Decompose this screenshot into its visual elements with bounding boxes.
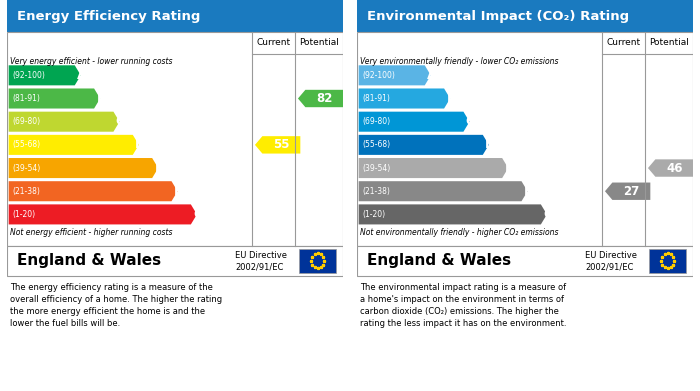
Polygon shape bbox=[358, 135, 489, 155]
Polygon shape bbox=[255, 136, 300, 154]
Polygon shape bbox=[298, 90, 343, 107]
Text: A: A bbox=[427, 69, 437, 82]
Bar bbox=[357, 0, 693, 32]
Text: Not environmentally friendly - higher CO₂ emissions: Not environmentally friendly - higher CO… bbox=[360, 228, 559, 237]
Text: (81-91): (81-91) bbox=[362, 94, 390, 103]
Text: B: B bbox=[97, 92, 106, 105]
Polygon shape bbox=[605, 183, 650, 200]
Text: 55: 55 bbox=[273, 138, 290, 151]
Text: (69-80): (69-80) bbox=[362, 117, 390, 126]
Text: Very environmentally friendly - lower CO₂ emissions: Very environmentally friendly - lower CO… bbox=[360, 57, 559, 66]
Polygon shape bbox=[358, 88, 450, 109]
Text: B: B bbox=[447, 92, 456, 105]
Text: Current: Current bbox=[607, 38, 640, 47]
Polygon shape bbox=[358, 65, 430, 85]
Text: The environmental impact rating is a measure of
a home's impact on the environme: The environmental impact rating is a mea… bbox=[360, 283, 567, 328]
Text: A: A bbox=[77, 69, 87, 82]
Polygon shape bbox=[358, 204, 547, 224]
Text: Potential: Potential bbox=[299, 38, 339, 47]
Polygon shape bbox=[648, 160, 693, 177]
Text: (21-38): (21-38) bbox=[12, 187, 40, 196]
Polygon shape bbox=[8, 181, 178, 201]
Text: England & Wales: England & Wales bbox=[367, 253, 511, 269]
Text: C: C bbox=[116, 115, 125, 128]
Text: EU Directive
2002/91/EC: EU Directive 2002/91/EC bbox=[585, 251, 638, 271]
Text: (92-100): (92-100) bbox=[362, 71, 395, 80]
Text: Very energy efficient - lower running costs: Very energy efficient - lower running co… bbox=[10, 57, 173, 66]
Text: 82: 82 bbox=[316, 92, 332, 105]
Polygon shape bbox=[8, 204, 197, 224]
Text: Potential: Potential bbox=[649, 38, 689, 47]
Polygon shape bbox=[8, 112, 120, 132]
Polygon shape bbox=[8, 135, 139, 155]
Text: F: F bbox=[524, 185, 533, 198]
Text: F: F bbox=[174, 185, 183, 198]
Text: (55-68): (55-68) bbox=[362, 140, 390, 149]
Text: C: C bbox=[466, 115, 475, 128]
Polygon shape bbox=[8, 158, 158, 178]
Text: (92-100): (92-100) bbox=[12, 71, 45, 80]
Text: The energy efficiency rating is a measure of the
overall efficiency of a home. T: The energy efficiency rating is a measur… bbox=[10, 283, 223, 328]
Text: G: G bbox=[543, 208, 554, 221]
Text: Energy Efficiency Rating: Energy Efficiency Rating bbox=[17, 9, 200, 23]
Text: (39-54): (39-54) bbox=[362, 163, 391, 172]
Bar bbox=[7, 32, 343, 246]
Text: D: D bbox=[485, 138, 496, 151]
Polygon shape bbox=[8, 88, 100, 109]
Text: Not energy efficient - higher running costs: Not energy efficient - higher running co… bbox=[10, 228, 173, 237]
Text: (1-20): (1-20) bbox=[362, 210, 385, 219]
Text: (1-20): (1-20) bbox=[12, 210, 35, 219]
Text: 46: 46 bbox=[666, 161, 682, 174]
Text: (39-54): (39-54) bbox=[12, 163, 41, 172]
Text: (21-38): (21-38) bbox=[362, 187, 390, 196]
Polygon shape bbox=[358, 181, 528, 201]
Text: (81-91): (81-91) bbox=[12, 94, 40, 103]
Polygon shape bbox=[8, 65, 81, 85]
Text: (55-68): (55-68) bbox=[12, 140, 40, 149]
Text: 27: 27 bbox=[623, 185, 640, 198]
Bar bbox=[650, 249, 686, 273]
Text: EU Directive
2002/91/EC: EU Directive 2002/91/EC bbox=[235, 251, 288, 271]
Polygon shape bbox=[358, 112, 470, 132]
Bar bbox=[357, 246, 693, 276]
Text: E: E bbox=[505, 161, 513, 174]
Text: England & Wales: England & Wales bbox=[17, 253, 161, 269]
Bar bbox=[357, 32, 693, 246]
Text: D: D bbox=[135, 138, 146, 151]
Text: Environmental Impact (CO₂) Rating: Environmental Impact (CO₂) Rating bbox=[367, 9, 629, 23]
Bar bbox=[7, 0, 343, 32]
Text: (69-80): (69-80) bbox=[12, 117, 40, 126]
Text: E: E bbox=[155, 161, 163, 174]
Text: Current: Current bbox=[257, 38, 290, 47]
Text: G: G bbox=[193, 208, 204, 221]
Polygon shape bbox=[358, 158, 508, 178]
Bar bbox=[300, 249, 336, 273]
Bar bbox=[7, 246, 343, 276]
